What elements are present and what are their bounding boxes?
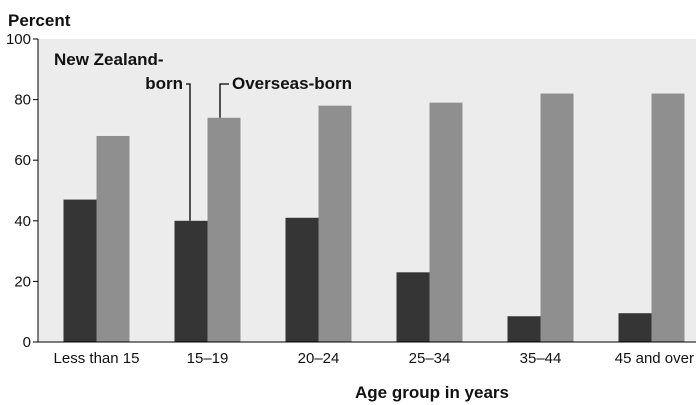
x-tick-label-1: 15–19 — [187, 350, 229, 367]
legend-label-nz-born-line1: New Zealand- — [54, 50, 164, 69]
x-tick-label-2: 20–24 — [298, 350, 340, 367]
legend-leader-overseas-born — [219, 83, 229, 118]
y-tick-label-2: 40 — [14, 213, 31, 230]
bar-nz-born-1 — [174, 220, 208, 342]
x-tick-label-3: 25–34 — [409, 350, 451, 367]
x-ticks: Less than 15 15–19 20–24 25–34 35–44 45 and o… — [54, 350, 694, 367]
y-axis-title: Percent — [8, 11, 71, 30]
bar-nz-born-4 — [507, 316, 541, 342]
bar-nz-born-3 — [396, 272, 430, 342]
bar-overseas-born-0 — [96, 135, 130, 342]
legend: New Zealand-born Overseas-born — [54, 50, 352, 221]
y-ticks: 0 20 40 60 80 100 — [6, 31, 38, 351]
y-tick-label-4: 80 — [14, 92, 31, 109]
x-tick-label-5: 45 and over — [615, 350, 694, 367]
bar-overseas-born-2 — [318, 105, 352, 342]
bar-nz-born-5 — [618, 313, 652, 342]
bar-overseas-born-3 — [429, 102, 463, 342]
legend-label-nz-born-line2: born — [145, 74, 183, 93]
y-tick-label-0: 0 — [23, 334, 31, 351]
bar-overseas-born-4 — [540, 93, 574, 342]
bar-nz-born-0 — [63, 199, 97, 342]
x-tick-label-0: Less than 15 — [54, 350, 140, 367]
plot-background — [38, 39, 696, 342]
bar-overseas-born-5 — [651, 93, 685, 342]
y-tick-label-5: 100 — [6, 31, 31, 48]
x-tick-label-4: 35–44 — [520, 350, 562, 367]
bar-nz-born-2 — [285, 217, 319, 342]
y-tick-label-3: 60 — [14, 152, 31, 169]
legend-leader-nz-born — [186, 83, 191, 221]
y-tick-label-1: 20 — [14, 273, 31, 290]
legend-label-overseas-born: Overseas-born — [232, 74, 352, 93]
x-axis-title: Age group in years — [355, 383, 509, 402]
bar-overseas-born-1 — [207, 117, 241, 342]
bars-layer — [63, 93, 685, 342]
